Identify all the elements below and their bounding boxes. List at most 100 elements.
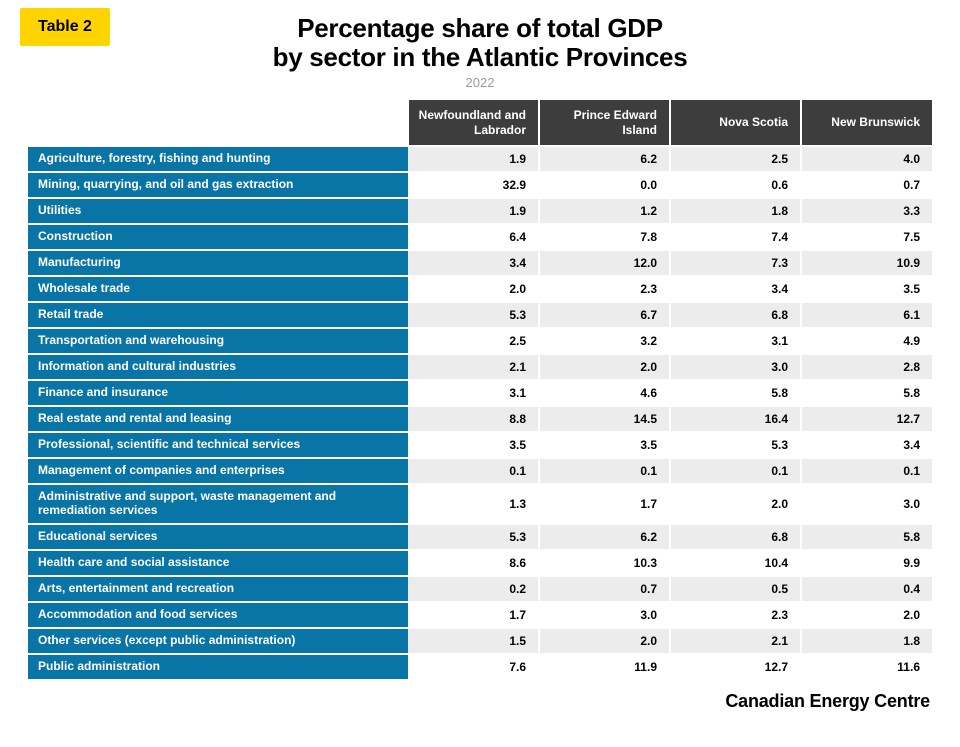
value-cell: 7.5 <box>801 224 932 250</box>
value-cell: 6.2 <box>539 146 670 172</box>
value-cell: 7.8 <box>539 224 670 250</box>
sector-cell: Other services (except public administra… <box>28 628 408 654</box>
value-cell: 7.6 <box>408 654 539 679</box>
table-row: Construction6.47.87.47.5 <box>28 224 932 250</box>
table-badge: Table 2 <box>20 8 110 46</box>
value-cell: 10.9 <box>801 250 932 276</box>
value-cell: 7.4 <box>670 224 801 250</box>
value-cell: 3.0 <box>670 354 801 380</box>
table-row: Agriculture, forestry, fishing and hunti… <box>28 146 932 172</box>
value-cell: 2.5 <box>408 328 539 354</box>
value-cell: 6.4 <box>408 224 539 250</box>
table-row: Finance and insurance3.14.65.85.8 <box>28 380 932 406</box>
page-container: Table 2 Percentage share of total GDP by… <box>0 0 960 712</box>
value-cell: 1.7 <box>539 484 670 524</box>
value-cell: 2.0 <box>539 354 670 380</box>
value-cell: 0.1 <box>801 458 932 484</box>
column-header: New Brunswick <box>801 100 932 146</box>
value-cell: 5.8 <box>801 380 932 406</box>
sector-cell: Health care and social assistance <box>28 550 408 576</box>
value-cell: 10.4 <box>670 550 801 576</box>
value-cell: 7.3 <box>670 250 801 276</box>
value-cell: 4.9 <box>801 328 932 354</box>
table-row: Health care and social assistance8.610.3… <box>28 550 932 576</box>
sector-cell: Educational services <box>28 524 408 550</box>
sector-cell: Retail trade <box>28 302 408 328</box>
sector-cell: Management of companies and enterprises <box>28 458 408 484</box>
footer-source: Canadian Energy Centre <box>0 679 960 712</box>
value-cell: 0.1 <box>539 458 670 484</box>
value-cell: 3.0 <box>539 602 670 628</box>
value-cell: 5.3 <box>408 302 539 328</box>
sector-cell: Agriculture, forestry, fishing and hunti… <box>28 146 408 172</box>
sector-cell: Administrative and support, waste manage… <box>28 484 408 524</box>
value-cell: 5.3 <box>408 524 539 550</box>
value-cell: 3.5 <box>408 432 539 458</box>
value-cell: 1.5 <box>408 628 539 654</box>
table-row: Information and cultural industries2.12.… <box>28 354 932 380</box>
value-cell: 4.6 <box>539 380 670 406</box>
value-cell: 32.9 <box>408 172 539 198</box>
value-cell: 1.8 <box>801 628 932 654</box>
value-cell: 5.3 <box>670 432 801 458</box>
value-cell: 6.1 <box>801 302 932 328</box>
data-table: Newfoundland and LabradorPrince Edward I… <box>28 100 932 678</box>
value-cell: 11.6 <box>801 654 932 679</box>
value-cell: 6.2 <box>539 524 670 550</box>
value-cell: 6.8 <box>670 302 801 328</box>
column-header: Nova Scotia <box>670 100 801 146</box>
table-row: Utilities1.91.21.83.3 <box>28 198 932 224</box>
table-row: Manufacturing3.412.07.310.9 <box>28 250 932 276</box>
table-row: Accommodation and food services1.73.02.3… <box>28 602 932 628</box>
subtitle-year: 2022 <box>0 75 960 90</box>
value-cell: 2.8 <box>801 354 932 380</box>
sector-cell: Construction <box>28 224 408 250</box>
sector-cell: Professional, scientific and technical s… <box>28 432 408 458</box>
sector-cell: Utilities <box>28 198 408 224</box>
table-row: Wholesale trade2.02.33.43.5 <box>28 276 932 302</box>
value-cell: 12.7 <box>670 654 801 679</box>
table-row: Mining, quarrying, and oil and gas extra… <box>28 172 932 198</box>
table-row: Transportation and warehousing2.53.23.14… <box>28 328 932 354</box>
value-cell: 6.8 <box>670 524 801 550</box>
sector-cell: Information and cultural industries <box>28 354 408 380</box>
value-cell: 2.1 <box>408 354 539 380</box>
value-cell: 3.5 <box>801 276 932 302</box>
table-head: Newfoundland and LabradorPrince Edward I… <box>28 100 932 146</box>
value-cell: 5.8 <box>801 524 932 550</box>
value-cell: 0.1 <box>408 458 539 484</box>
value-cell: 2.0 <box>801 602 932 628</box>
value-cell: 16.4 <box>670 406 801 432</box>
value-cell: 2.3 <box>539 276 670 302</box>
column-header: Prince Edward Island <box>539 100 670 146</box>
sector-cell: Transportation and warehousing <box>28 328 408 354</box>
table-row: Administrative and support, waste manage… <box>28 484 932 524</box>
value-cell: 1.2 <box>539 198 670 224</box>
value-cell: 1.9 <box>408 198 539 224</box>
value-cell: 11.9 <box>539 654 670 679</box>
sector-cell: Accommodation and food services <box>28 602 408 628</box>
value-cell: 5.8 <box>670 380 801 406</box>
value-cell: 3.2 <box>539 328 670 354</box>
sector-cell: Arts, entertainment and recreation <box>28 576 408 602</box>
value-cell: 2.0 <box>408 276 539 302</box>
value-cell: 3.4 <box>408 250 539 276</box>
sector-cell: Public administration <box>28 654 408 679</box>
header-blank <box>28 100 408 146</box>
value-cell: 12.0 <box>539 250 670 276</box>
table-row: Other services (except public administra… <box>28 628 932 654</box>
table-row: Real estate and rental and leasing8.814.… <box>28 406 932 432</box>
value-cell: 3.4 <box>801 432 932 458</box>
value-cell: 3.3 <box>801 198 932 224</box>
sector-cell: Wholesale trade <box>28 276 408 302</box>
value-cell: 6.7 <box>539 302 670 328</box>
value-cell: 0.1 <box>670 458 801 484</box>
value-cell: 0.7 <box>801 172 932 198</box>
table-row: Retail trade5.36.76.86.1 <box>28 302 932 328</box>
value-cell: 3.1 <box>408 380 539 406</box>
table-row: Professional, scientific and technical s… <box>28 432 932 458</box>
sector-cell: Manufacturing <box>28 250 408 276</box>
value-cell: 9.9 <box>801 550 932 576</box>
value-cell: 3.4 <box>670 276 801 302</box>
value-cell: 3.0 <box>801 484 932 524</box>
